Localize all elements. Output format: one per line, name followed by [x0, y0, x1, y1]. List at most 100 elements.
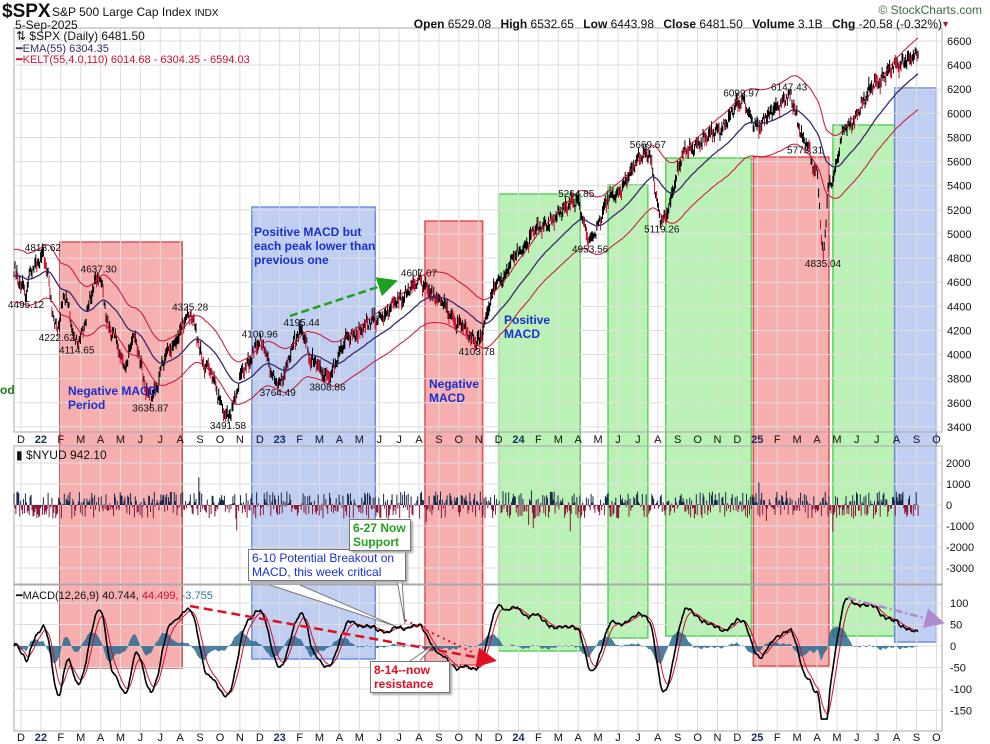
nyud-tick-label: 0 [946, 500, 952, 512]
x-tick-label: D [495, 434, 503, 446]
x-tick-label: O [455, 434, 464, 446]
x-tick-label: F [296, 732, 303, 744]
x-tick-label: S [196, 434, 203, 446]
x-tick-label: O [693, 434, 702, 446]
x-tick-label: M [116, 732, 125, 744]
x-tick-label: O [932, 732, 941, 744]
x-tick-label: J [158, 434, 164, 446]
x-tick-label: J [376, 434, 382, 446]
x-tick-label: J [138, 732, 144, 744]
price-label: 4495.12 [8, 300, 45, 311]
x-tick-label: J [635, 434, 641, 446]
shaded-region-red [752, 156, 830, 667]
x-tick-label: J [138, 434, 144, 446]
nyud-legend: ▮ $NYUD 942.10 [16, 448, 107, 462]
x-tick-label: D [256, 732, 264, 744]
nyud-tick-label: -3000 [946, 563, 974, 575]
macd-line [13, 596, 919, 720]
dropdown-arrow-icon[interactable]: ▼ [941, 19, 950, 29]
callout-resistance: 8-14--now resistance [370, 661, 450, 693]
x-tick-label: N [475, 434, 483, 446]
x-tick-label: F [535, 434, 542, 446]
x-tick-label: F [57, 732, 64, 744]
x-tick-label: A [177, 732, 185, 744]
price-tick-label: 4800 [947, 253, 971, 265]
x-tick-label: M [554, 434, 563, 446]
price-label: 5773.31 [787, 146, 824, 157]
price-label: 4953.56 [572, 245, 609, 256]
x-tick-label: D [256, 434, 264, 446]
x-tick-label: S [674, 732, 681, 744]
keltner-lower [13, 109, 919, 406]
price-tick-label: 5800 [947, 132, 971, 144]
x-tick-label: O [932, 434, 941, 446]
x-tick-label: A [654, 732, 662, 744]
x-tick-label: M [355, 732, 364, 744]
x-tick-label: M [793, 732, 802, 744]
x-tick-label: F [296, 434, 303, 446]
price-tick-label: 3400 [947, 422, 971, 434]
price-tick-label: 3800 [947, 374, 971, 386]
x-tick-label: F [774, 434, 781, 446]
macd-tick-label: 50 [950, 620, 962, 632]
x-tick-label: A [575, 434, 583, 446]
macd-value: 40.744, [102, 590, 139, 602]
high-value: 6532.65 [530, 17, 574, 31]
x-tick-label: A [97, 732, 105, 744]
macd-signal-line [13, 602, 919, 715]
x-tick-label: M [116, 434, 125, 446]
price-label: 4325.28 [172, 302, 209, 313]
price-label: 6099.97 [723, 88, 760, 99]
x-tick-label: M [315, 732, 324, 744]
macd-tick-label: -100 [950, 684, 972, 696]
x-tick-label: M [793, 434, 802, 446]
nyud-tick-label: -1000 [946, 521, 974, 533]
x-tick-label: F [57, 434, 64, 446]
x-tick-label: D [495, 732, 503, 744]
x-tick-label: S [674, 434, 681, 446]
panel-frame [13, 584, 943, 732]
x-tick-label: A [415, 732, 423, 744]
open-label: Open [413, 17, 445, 31]
signal-value: 44.499, [141, 590, 179, 602]
chart-date: 5-Sep-2025 [15, 18, 78, 32]
exchange: INDX [194, 8, 219, 19]
x-tick-label: A [575, 732, 583, 744]
x-tick-label: 25 [751, 732, 763, 744]
x-tick-label: F [774, 732, 781, 744]
ema-line [13, 73, 919, 384]
x-tick-label: J [854, 434, 860, 446]
x-tick-label: S [435, 434, 442, 446]
macd-histogram [14, 626, 919, 665]
x-tick-label: 23 [274, 732, 286, 744]
price-tick-label: 5600 [947, 157, 971, 169]
x-tick-label: S [196, 732, 203, 744]
nyud-legend-text: $NYUD 942.10 [25, 448, 107, 462]
stockcharts-logo[interactable]: © StockCharts.com [878, 3, 982, 17]
x-tick-label: A [336, 434, 344, 446]
price-label: 4607.07 [401, 268, 438, 279]
price-label: 4195.44 [284, 318, 321, 329]
price-tick-label: 4400 [947, 301, 971, 313]
x-tick-label: D [17, 434, 25, 446]
x-tick-label: A [177, 434, 185, 446]
x-tick-label: O [216, 732, 225, 744]
macd-tick-label: -50 [950, 663, 966, 675]
price-label: 4103.78 [459, 347, 496, 358]
x-tick-label: J [615, 434, 621, 446]
x-tick-label: A [97, 434, 105, 446]
price-tick-label: 5200 [947, 205, 971, 217]
price-legend: ⇅ $SPX (Daily) 6481.50 [16, 29, 145, 43]
price-tick-label: 5000 [947, 229, 971, 241]
annotation-negative-macd: Negative MACD [429, 377, 480, 405]
ema-legend-text: EMA(55) 6304.35 [22, 43, 109, 55]
price-label: 3764.49 [260, 388, 297, 399]
x-tick-label: O [216, 434, 225, 446]
x-tick-label: J [396, 434, 402, 446]
x-tick-label: N [714, 732, 722, 744]
low-label: Low [583, 17, 608, 31]
x-tick-label: 24 [512, 434, 525, 446]
x-tick-label: D [733, 732, 741, 744]
ohlc-readout: Open 6529.08 High 6532.65 Low 6443.98 Cl… [408, 17, 942, 31]
x-tick-label: N [475, 732, 483, 744]
